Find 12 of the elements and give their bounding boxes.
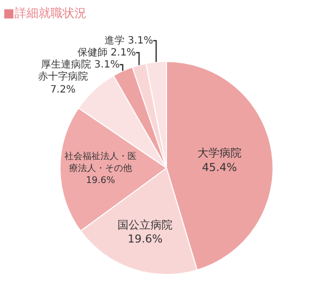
slice-label: 大学病院	[197, 146, 242, 160]
slice-label: 厚生連病院 3.1%	[41, 58, 120, 71]
chart-title: ■詳細就職状況	[3, 6, 86, 20]
data-label: 19.6%	[128, 232, 163, 246]
slice-label: 赤十字病院	[38, 70, 88, 83]
data-label: 45.4%	[202, 160, 237, 174]
slice-label: 進学 3.1%	[104, 34, 154, 47]
slice-label: 保健師 2.1%	[77, 46, 136, 59]
data-label: 7.2%	[50, 84, 76, 96]
slice-label: 社会福祉法人・医療法人・その他	[64, 150, 137, 174]
slice-label: 国公立病院	[118, 218, 173, 232]
data-label: 19.6%	[86, 174, 116, 186]
